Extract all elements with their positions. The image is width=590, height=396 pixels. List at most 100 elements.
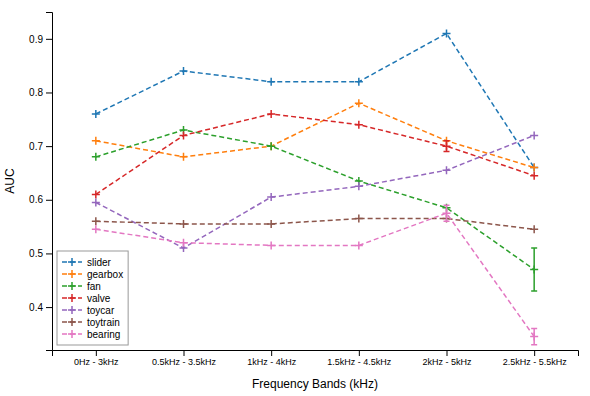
y-tick-label: 0.7 bbox=[29, 141, 43, 152]
y-tick-label: 0.4 bbox=[29, 302, 43, 313]
point-group bbox=[180, 131, 188, 139]
legend-label: toytrain bbox=[87, 317, 120, 328]
x-axis-line bbox=[53, 351, 579, 357]
legend-label: slider bbox=[87, 257, 112, 268]
point-group bbox=[267, 142, 275, 150]
x-tick: 1kHz - 4kHz bbox=[247, 350, 297, 367]
point-group bbox=[180, 239, 188, 247]
line bbox=[96, 114, 534, 194]
series bbox=[92, 110, 538, 198]
y-tick-mark bbox=[46, 200, 52, 201]
point-group bbox=[530, 172, 538, 180]
y-tick: 0.5 bbox=[29, 248, 52, 259]
point-group bbox=[355, 78, 363, 86]
point-group bbox=[355, 99, 363, 107]
point bbox=[355, 241, 363, 249]
point bbox=[180, 220, 188, 228]
point-group bbox=[355, 182, 363, 190]
point bbox=[267, 142, 275, 150]
legend-marker bbox=[68, 330, 76, 338]
point-group bbox=[530, 225, 538, 233]
legend-entry: toytrain bbox=[62, 317, 120, 328]
point-group bbox=[530, 164, 538, 172]
point bbox=[180, 239, 188, 247]
point-group bbox=[92, 217, 100, 225]
point bbox=[92, 110, 100, 118]
marks bbox=[92, 29, 538, 344]
x-tick-label: 2.5kHz - 5.5kHz bbox=[503, 357, 568, 367]
point bbox=[92, 137, 100, 145]
legend-entry: fan bbox=[62, 281, 101, 292]
point bbox=[92, 190, 100, 198]
point-group bbox=[443, 166, 451, 174]
point bbox=[92, 153, 100, 161]
x-tick-mark bbox=[447, 350, 448, 356]
point-group bbox=[180, 67, 188, 75]
legend-marker bbox=[68, 282, 76, 290]
point bbox=[267, 142, 275, 150]
point-group bbox=[267, 142, 275, 150]
point bbox=[267, 220, 275, 228]
legend-label: valve bbox=[87, 293, 111, 304]
y-tick-label: 0.6 bbox=[29, 194, 43, 205]
x-tick: 2kHz - 5kHz bbox=[422, 350, 472, 367]
point-group bbox=[443, 29, 451, 37]
point bbox=[530, 225, 538, 233]
legend-marker bbox=[68, 294, 76, 302]
point-group bbox=[267, 110, 275, 118]
point bbox=[267, 241, 275, 249]
point bbox=[530, 172, 538, 180]
x-tick: 2.5kHz - 5.5kHz bbox=[503, 350, 568, 367]
series bbox=[92, 131, 538, 252]
y-tick: 0.9 bbox=[29, 34, 52, 45]
y-axis: 0.4 0.5 0.6 0.7 0.8 0.9 bbox=[29, 13, 52, 351]
point-group bbox=[92, 225, 100, 233]
legend-label: toycar bbox=[87, 305, 115, 316]
x-axis: 0Hz - 3kHz0.5kHz - 3.5kHz1kHz - 4kHz1.5k… bbox=[53, 350, 579, 367]
y-tick-label: 0.5 bbox=[29, 248, 43, 259]
error-bar bbox=[531, 248, 537, 291]
legend-entry: toycar bbox=[62, 305, 115, 316]
series bbox=[92, 126, 538, 291]
legend-box bbox=[57, 251, 128, 345]
point-group bbox=[92, 110, 100, 118]
point bbox=[355, 215, 363, 223]
y-tick-mark bbox=[46, 92, 52, 93]
x-tick-mark bbox=[534, 350, 535, 356]
point bbox=[267, 193, 275, 201]
legend-marker-group bbox=[68, 330, 76, 338]
series bbox=[92, 205, 538, 344]
x-tick: 1.5kHz - 4.5kHz bbox=[327, 350, 392, 367]
legend-marker bbox=[68, 318, 76, 326]
point-group bbox=[267, 241, 275, 249]
error-bar-line bbox=[531, 248, 537, 291]
line bbox=[96, 213, 534, 336]
point-group bbox=[530, 131, 538, 139]
legend-marker bbox=[68, 270, 76, 278]
legend-label: fan bbox=[87, 281, 101, 292]
legend-marker bbox=[68, 306, 76, 314]
y-tick-mark bbox=[46, 253, 52, 254]
error-bar-line bbox=[444, 205, 450, 221]
x-tick: 0.5kHz - 3.5kHz bbox=[152, 350, 217, 367]
point bbox=[267, 110, 275, 118]
x-tick-mark bbox=[359, 350, 360, 356]
legend-label: bearing bbox=[87, 329, 120, 340]
error-bar-line bbox=[444, 141, 450, 152]
error-bar bbox=[444, 141, 450, 152]
point bbox=[355, 121, 363, 129]
point-group bbox=[530, 164, 538, 172]
x-tick-mark bbox=[184, 350, 185, 356]
point bbox=[443, 29, 451, 37]
point bbox=[92, 225, 100, 233]
x-tick-label: 0.5kHz - 3.5kHz bbox=[152, 357, 217, 367]
x-tick-label: 1kHz - 4kHz bbox=[247, 357, 297, 367]
x-tick-mark bbox=[96, 350, 97, 356]
point bbox=[180, 67, 188, 75]
y-tick: 0.8 bbox=[29, 87, 52, 98]
point-group bbox=[267, 220, 275, 228]
legend-marker-group bbox=[68, 306, 76, 314]
legend: slidergearboxfanvalvetoycartoytrainbeari… bbox=[57, 251, 128, 345]
x-tick-mark bbox=[271, 350, 272, 356]
legend-marker-group bbox=[68, 258, 76, 266]
